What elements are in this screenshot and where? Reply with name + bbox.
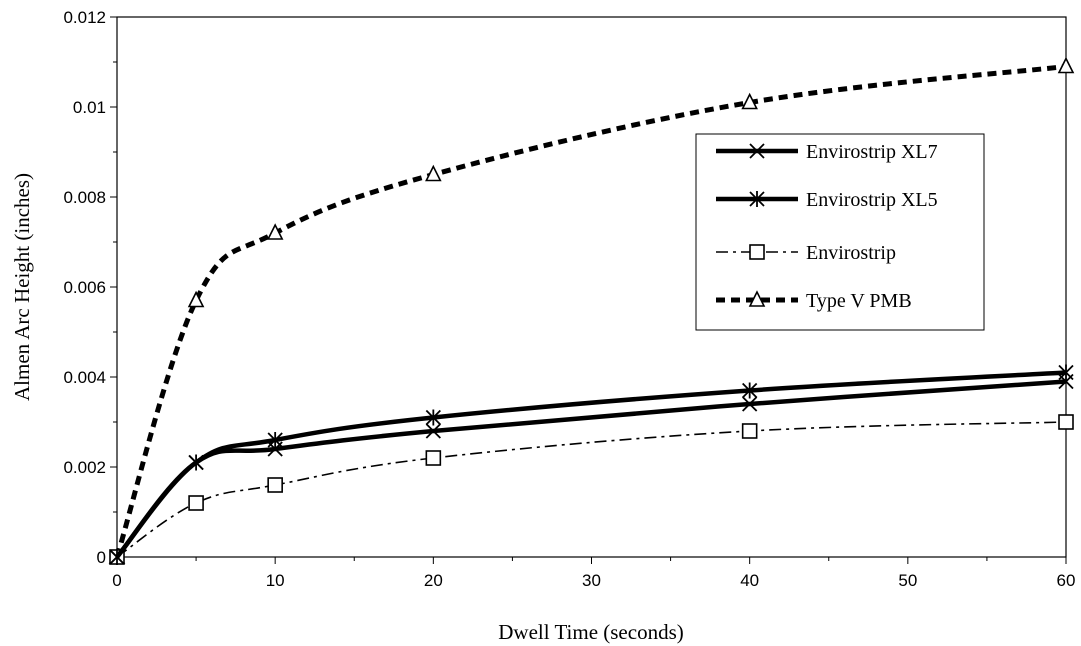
legend-item: Envirostrip XL5 — [716, 189, 938, 211]
x-axis: 0 10 20 30 40 50 60 — [112, 557, 1075, 590]
data-point — [1058, 364, 1074, 381]
data-point — [1057, 56, 1075, 74]
legend-marker — [748, 290, 766, 307]
legend-label: Envirostrip — [806, 242, 896, 264]
y-tick-label: 0 — [97, 548, 106, 567]
y-axis-title: Almen Arc Height (inches) — [10, 173, 34, 401]
legend: Envirostrip XL7 Envirostrip XL5 Envirostri… — [695, 133, 985, 331]
data-point — [188, 495, 204, 511]
y-tick-label: 0.01 — [73, 98, 106, 117]
x-tick-label: 0 — [112, 571, 121, 590]
data-point — [187, 290, 205, 308]
data-point — [109, 549, 125, 565]
legend-item: Envirostrip XL7 — [716, 141, 938, 163]
data-point — [741, 423, 758, 439]
data-point — [742, 382, 758, 399]
legend-label: Envirostrip XL5 — [806, 189, 938, 211]
y-tick-label: 0.012 — [63, 8, 106, 27]
data-point — [266, 223, 284, 240]
series-envirostrip-xl5 — [109, 364, 1074, 565]
x-tick-label: 60 — [1057, 571, 1076, 590]
legend-label: Type V PMB — [806, 290, 912, 312]
legend-label: Envirostrip XL7 — [806, 141, 938, 163]
y-tick-label: 0.008 — [63, 188, 106, 207]
data-point — [188, 454, 204, 471]
y-axis: 0 0.002 0.004 0.006 0.008 0.01 0.012 — [63, 8, 117, 567]
legend-marker — [749, 244, 765, 260]
data-point — [742, 396, 758, 412]
x-tick-label: 30 — [582, 571, 601, 590]
data-point — [267, 477, 283, 493]
data-point — [425, 164, 442, 182]
series-line — [115, 379, 1067, 559]
data-point — [425, 409, 441, 426]
series-envirostrip — [109, 414, 1074, 565]
x-tick-label: 10 — [266, 571, 285, 590]
legend-marker — [749, 191, 765, 207]
x-axis-title: Dwell Time (seconds) — [498, 620, 684, 644]
legend-box — [695, 133, 985, 331]
data-point — [1058, 414, 1074, 430]
data-point — [425, 450, 442, 466]
data-point — [741, 92, 758, 110]
legend-item: Envirostrip — [716, 242, 896, 264]
x-tick-label: 50 — [898, 571, 917, 590]
data-point — [267, 432, 283, 448]
series-line — [114, 64, 1067, 558]
legend-item: Type V PMB — [716, 290, 912, 312]
y-tick-label: 0.006 — [63, 278, 106, 297]
y-tick-label: 0.004 — [63, 368, 106, 387]
y-tick-label: 0.002 — [63, 458, 106, 477]
x-tick-label: 40 — [740, 571, 759, 590]
series-layer — [108, 56, 1075, 565]
series-line — [115, 370, 1067, 559]
x-tick-label: 20 — [424, 571, 443, 590]
data-point — [425, 423, 441, 439]
legend-marker — [749, 143, 765, 159]
